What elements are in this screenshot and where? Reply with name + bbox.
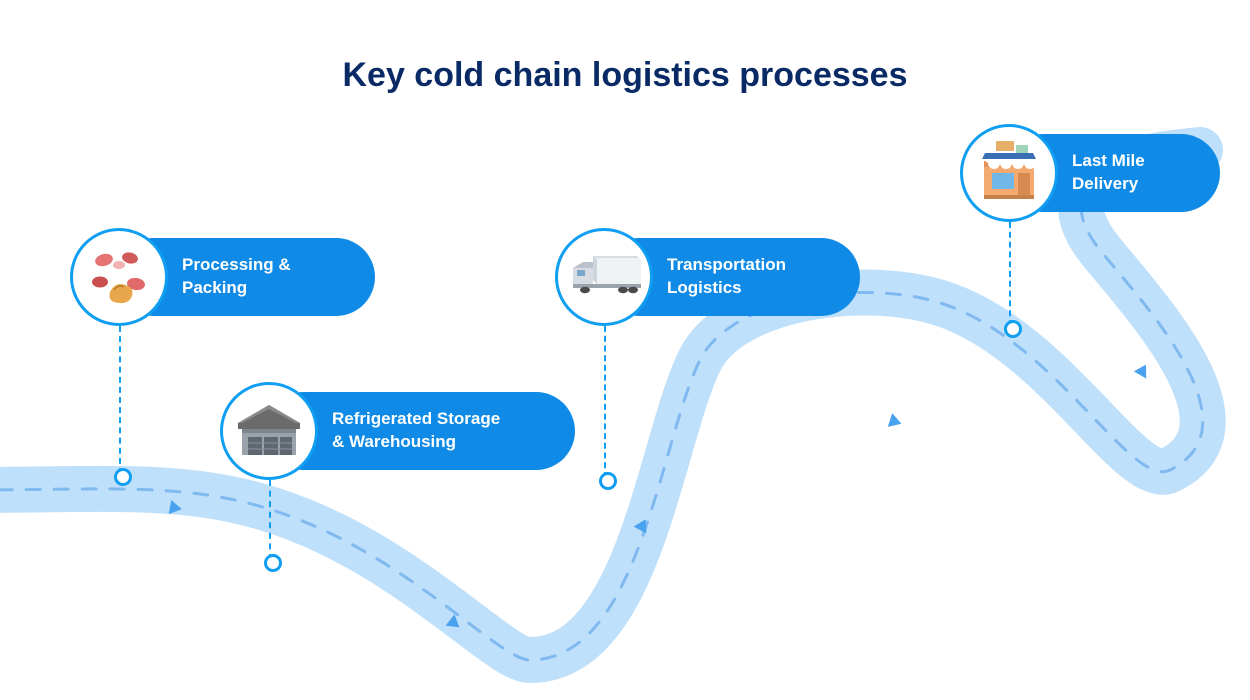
step-label-line1: Refrigerated Storage: [332, 408, 500, 431]
connector-dot: [264, 554, 282, 572]
step-label: Processing &Packing: [182, 254, 291, 300]
step-label-line1: Transportation: [667, 254, 786, 277]
step-circle-refrigerated-storage: [220, 382, 318, 480]
store-icon: [974, 139, 1044, 208]
step-label-line2: & Warehousing: [332, 431, 500, 454]
step-label-line2: Packing: [182, 277, 291, 300]
connector-dot: [599, 472, 617, 490]
road-path: [0, 0, 1250, 700]
step-label-line2: Logistics: [667, 277, 786, 300]
connector-line: [269, 480, 271, 560]
step-label-line2: Delivery: [1072, 173, 1145, 196]
connector-dot: [114, 468, 132, 486]
meat-icon: [86, 242, 152, 313]
connector-dot: [1004, 320, 1022, 338]
connector-line: [604, 326, 606, 478]
warehouse-icon: [234, 399, 304, 464]
step-label-line1: Last Mile: [1072, 150, 1145, 173]
connector-line: [119, 326, 121, 474]
step-circle-transportation: [555, 228, 653, 326]
page-title: Key cold chain logistics processes: [0, 56, 1250, 95]
step-circle-last-mile: [960, 124, 1058, 222]
step-circle-processing-packing: [70, 228, 168, 326]
connector-line: [1009, 222, 1011, 326]
step-label: Refrigerated Storage& Warehousing: [332, 408, 500, 454]
infographic-canvas: Key cold chain logistics processes Proce…: [0, 0, 1250, 700]
step-label-line1: Processing &: [182, 254, 291, 277]
step-label: TransportationLogistics: [667, 254, 786, 300]
step-label: Last MileDelivery: [1072, 150, 1145, 196]
truck-icon: [567, 248, 641, 307]
